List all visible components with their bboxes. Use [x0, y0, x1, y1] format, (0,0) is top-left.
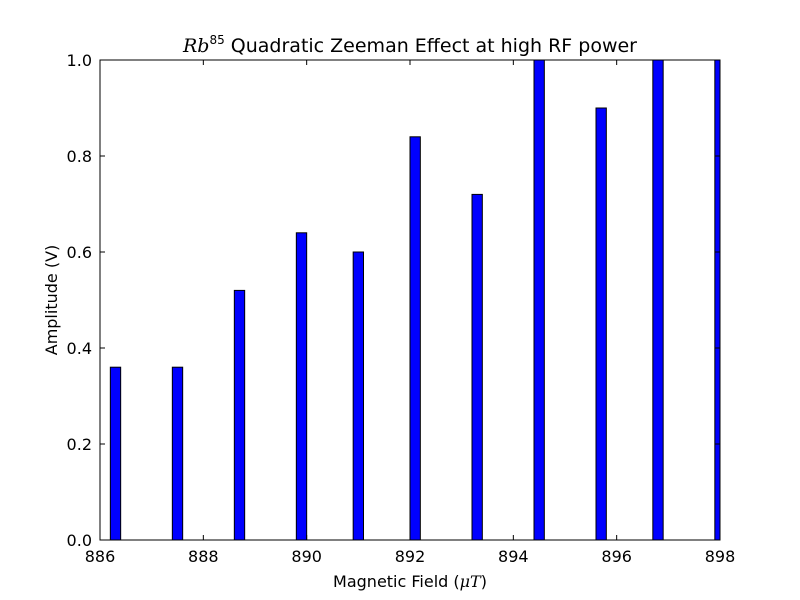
- x-tick-label: 886: [85, 547, 116, 566]
- x-tick-label: 892: [395, 547, 426, 566]
- y-axis-ticks: 0.0 0.2 0.4 0.6 0.8 1.0: [67, 51, 720, 550]
- y-tick-label: 0.0: [67, 531, 92, 550]
- x-axis-label-close: ): [481, 572, 487, 591]
- bars-group: [109, 59, 721, 541]
- bar: [533, 59, 545, 541]
- y-tick-label: 1.0: [67, 51, 92, 70]
- chart-title-math: Rb: [182, 35, 209, 57]
- bar: [171, 366, 184, 541]
- y-tick-label: 0.2: [67, 435, 92, 454]
- y-tick-label: 0.8: [67, 147, 92, 166]
- x-axis-label-math: μT: [460, 572, 482, 591]
- y-axis-label: Amplitude (V): [42, 245, 61, 356]
- bar: [471, 193, 483, 541]
- x-tick-label: 888: [188, 547, 219, 566]
- x-tick-label: 898: [705, 547, 736, 566]
- x-axis-ticks: 886 888 890 892 894 896 898: [85, 60, 736, 566]
- y-tick-label: 0.4: [67, 339, 92, 358]
- chart-title-superscript: 85: [209, 33, 224, 47]
- bar: [595, 107, 607, 541]
- x-tick-label: 890: [291, 547, 322, 566]
- x-axis-label: Magnetic Field (μT): [333, 572, 487, 591]
- x-axis-label-text: Magnetic Field (: [333, 572, 460, 591]
- chart-title: Rb85 Quadratic Zeeman Effect at high RF …: [182, 33, 637, 57]
- bar: [652, 59, 664, 541]
- bar: [714, 59, 721, 541]
- bar: [233, 289, 246, 541]
- x-tick-label: 894: [498, 547, 529, 566]
- bar: [109, 366, 122, 541]
- y-tick-label: 0.6: [67, 243, 92, 262]
- bar: [409, 136, 421, 541]
- chart-title-text: Quadratic Zeeman Effect at high RF power: [225, 35, 637, 57]
- bar: [295, 232, 308, 541]
- x-tick-label: 896: [601, 547, 632, 566]
- bar: [352, 251, 364, 541]
